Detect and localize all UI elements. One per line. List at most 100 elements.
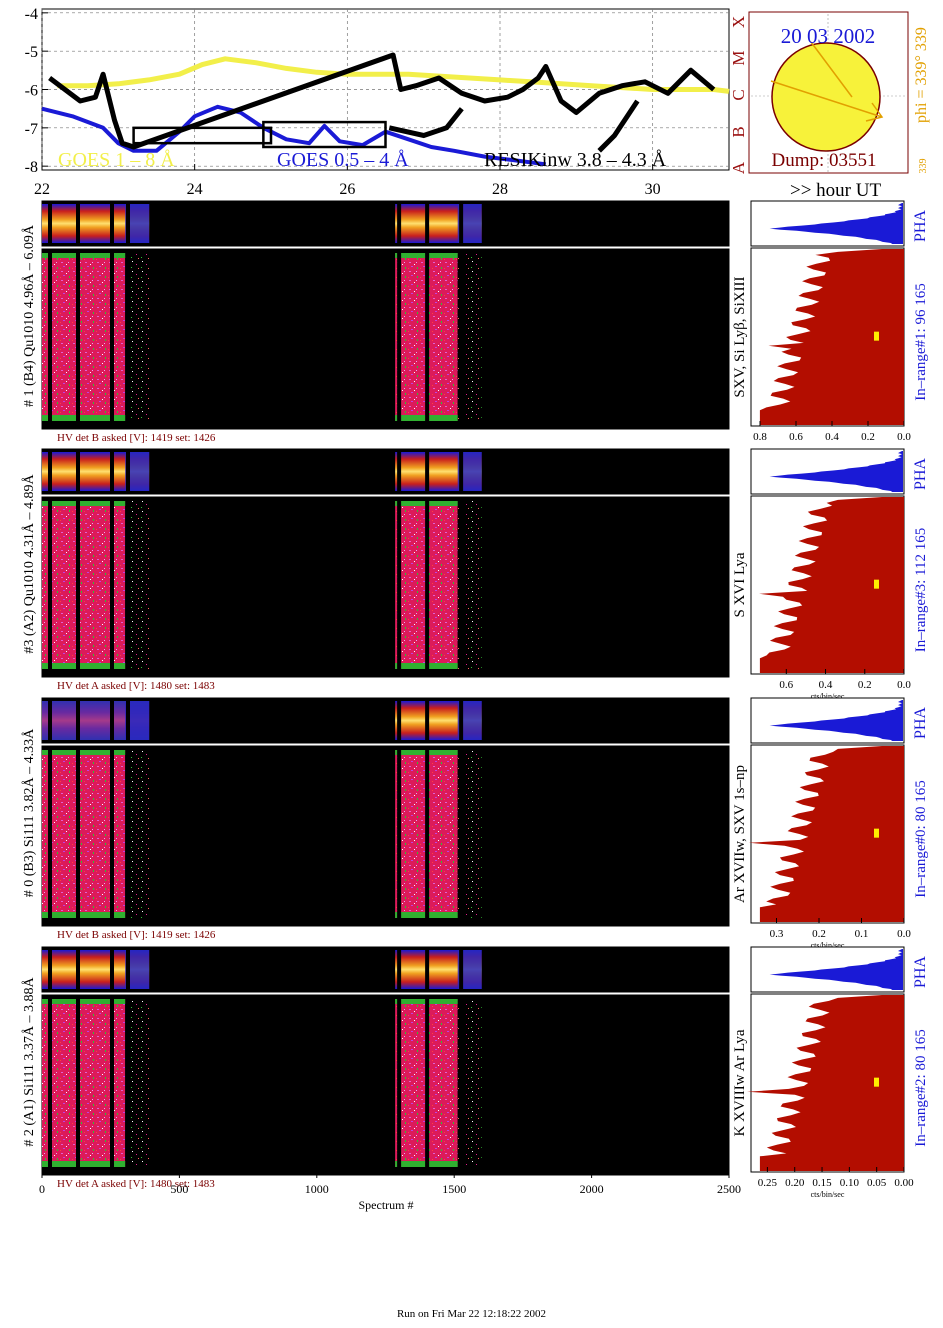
- tick-label-x-30: 30: [645, 181, 661, 198]
- hist-marker: [874, 1077, 879, 1087]
- panel-label: # 2 (A1) Si111 3.37Å – 3.88Å: [21, 976, 37, 1146]
- main-gap-0-2: [110, 497, 114, 677]
- in-range-label: In–range#3: 112 165: [913, 528, 929, 652]
- band-gap-1-2: [459, 698, 464, 743]
- in-range-label: In–range#2: 80 165: [913, 1029, 929, 1146]
- spectrogram-panel-3: # 2 (A1) Si111 3.37Å – 3.88Å HV det A ask…: [21, 946, 929, 1199]
- hist-xlabel: cts/bin/sec: [811, 941, 845, 950]
- band-gap-0-3: [126, 947, 130, 992]
- hv-label: HV det B asked [V]: 1419 set: 1426: [57, 929, 216, 941]
- goes-class-b: B: [729, 126, 748, 137]
- hist-area: [759, 497, 904, 673]
- hist-area: [759, 249, 904, 425]
- spectrum-axis: 0 500 1000 1500 2000 2500: [39, 1172, 741, 1196]
- main-gap-0-0: [48, 249, 52, 429]
- band-gap-0-1: [76, 698, 80, 743]
- hist-area: [748, 746, 904, 922]
- hv-label: HV det A asked [V]: 1480 set: 1483: [57, 1178, 215, 1190]
- interval-box-0: [132, 126, 273, 145]
- main-gap-0-3: [126, 249, 130, 429]
- band-gap-0-2: [110, 947, 114, 992]
- in-range-label: In–range#1: 96 165: [913, 283, 929, 400]
- spectrogram-panel-0: # 1 (B4) Qu1010 4.96Å – 6.09Å HV det B as…: [21, 200, 929, 444]
- line-id-label: Ar XVIIw, SXV 1s–np: [732, 765, 748, 903]
- tick-label-y--8: -8: [25, 159, 38, 176]
- main-gap-0-2: [110, 995, 114, 1175]
- band-gap-1-0: [397, 201, 402, 246]
- main-gap-0-3: [126, 746, 130, 926]
- interval-box-1: [262, 120, 387, 149]
- band-frame: [41, 448, 730, 495]
- phi-small-label: 339: [918, 159, 929, 174]
- tick-label-x-22: 22: [34, 181, 50, 198]
- main-gap-0-0: [48, 995, 52, 1175]
- hist-tick-label-0: 0.25: [758, 1177, 778, 1189]
- band-gap-0-2: [110, 698, 114, 743]
- main-top-green-0: [42, 501, 126, 506]
- main-bottom-green-0: [42, 1161, 126, 1167]
- main-frame: [41, 248, 730, 430]
- band-gap-1-2: [459, 201, 464, 246]
- panel-label: #3 (A2) Qu1010 4.31Å – 4.89Å: [21, 473, 37, 653]
- main-frame: [41, 994, 730, 1176]
- main-gap-0-1: [76, 249, 80, 429]
- main-gap-1-1: [425, 746, 430, 926]
- main-gap-0-3: [126, 497, 130, 677]
- pha-label: PHA: [912, 707, 929, 739]
- hist-tick-label-1: 0.2: [812, 928, 826, 940]
- hv-label: HV det A asked [V]: 1480 set: 1483: [57, 680, 215, 692]
- hist-tick-label-2: 0.4: [825, 431, 839, 443]
- line-id-label: SXV, Si Lyβ, SiXIII: [732, 276, 748, 397]
- legend-goes-long: GOES 1 – 8 Å: [58, 149, 175, 171]
- run-timestamp: Run on Fri Mar 22 12:18:22 2002: [396, 1308, 547, 1320]
- pha-histogram: [769, 203, 903, 244]
- main-gap-1-1: [425, 249, 430, 429]
- band-gap-0-0: [48, 201, 52, 246]
- tick-label-x-26: 26: [339, 181, 355, 198]
- pha-label: PHA: [912, 956, 929, 988]
- hist-tick-label-0: 0.6: [779, 679, 793, 691]
- main-gap-0-0: [48, 497, 52, 677]
- main-gap-1-2: [459, 746, 464, 926]
- main-gap-1-2: [459, 497, 464, 677]
- band-gap-0-3: [126, 449, 130, 494]
- main-gap-0-0: [48, 746, 52, 926]
- hist-xlabel: cts/bin/sec: [811, 692, 845, 701]
- spectrum-tick-label-500: 500: [170, 1182, 188, 1196]
- sun-disk: [771, 42, 881, 152]
- band-gap-0-0: [48, 698, 52, 743]
- pha-label: PHA: [912, 210, 929, 242]
- hist-tick-label-3: 0.10: [840, 1177, 860, 1189]
- series-0-line: [57, 56, 730, 94]
- goes-class-a: A: [729, 161, 748, 174]
- spectrum-tick-label-2500: 2500: [717, 1182, 741, 1196]
- tick-label-y--4: -4: [25, 6, 38, 23]
- hist-marker: [874, 579, 879, 589]
- phi-label: phi = 339° 339: [913, 27, 930, 123]
- main-gap-0-1: [76, 746, 80, 926]
- hv-label: HV det B asked [V]: 1419 set: 1426: [57, 432, 216, 444]
- band-gap-0-2: [110, 449, 114, 494]
- hist-tick-label-0: 0.3: [770, 928, 784, 940]
- series-1-line: [41, 104, 547, 167]
- goes-lightcurve-chart: 22 24 26 28 30 -4 -5 -6 -7 -8 GOES 1 – 8 Å GOES 0…: [25, 6, 882, 201]
- hist-tick-label-2: 0.2: [858, 679, 872, 691]
- line-id-label: K XVIIIw Ar Lya: [732, 1029, 748, 1136]
- tick-label-y--7: -7: [25, 121, 38, 138]
- band-frame: [41, 200, 730, 247]
- resik-summary-plot: 22 24 26 28 30 -4 -5 -6 -7 -8 GOES 1 – 8 Å GOES 0…: [21, 6, 930, 1212]
- main-gap-0-1: [76, 995, 80, 1175]
- main-gap-1-0: [397, 746, 402, 926]
- spectrogram-panel-2: # 0 (B3) Si111 3.82Å – 4.33Å HV det B ask…: [21, 697, 929, 950]
- in-range-label: In–range#0: 80 165: [913, 780, 929, 897]
- band-gap-0-1: [76, 449, 80, 494]
- band-gap-0-0: [48, 947, 52, 992]
- main-gap-1-1: [425, 497, 430, 677]
- tick-label-y--5: -5: [25, 44, 38, 61]
- hist-tick-label-3: 0.0: [897, 928, 911, 940]
- panel-label: # 1 (B4) Qu1010 4.96Å – 6.09Å: [21, 224, 37, 407]
- band-gap-1-1: [425, 201, 430, 246]
- main-top-green-0: [42, 750, 126, 755]
- main-gap-1-0: [397, 497, 402, 677]
- tick-label-x-24: 24: [187, 181, 203, 198]
